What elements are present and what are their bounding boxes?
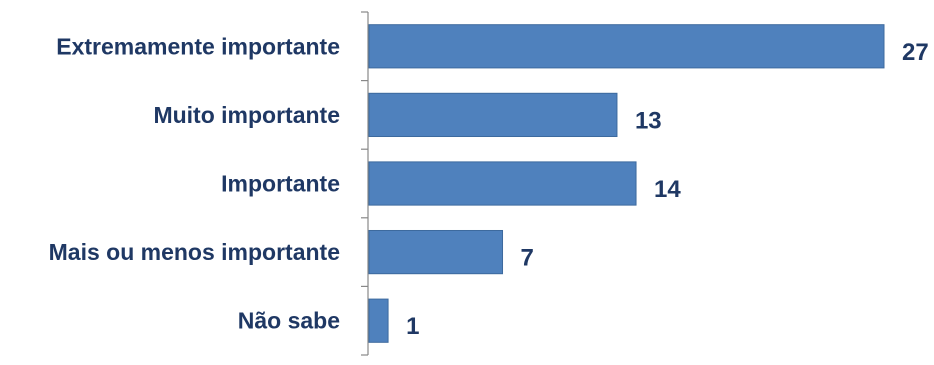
value-label-mais-ou-menos-importante: 7 xyxy=(521,245,534,272)
bar-importante xyxy=(368,161,637,206)
bar-muito-importante xyxy=(368,92,618,138)
value-label-muito-importante: 13 xyxy=(635,107,662,134)
value-label-importante: 14 xyxy=(654,176,681,203)
value-label-extremamente-importante: 27 xyxy=(902,39,929,66)
category-label-mais-ou-menos-importante: Mais ou menos importante xyxy=(49,239,340,265)
labels: Extremamente importante 27 Muito important… xyxy=(49,33,929,340)
bar-mais-ou-menos-importante xyxy=(368,229,504,275)
category-label-importante: Importante xyxy=(221,171,340,197)
value-label-nao-sabe: 1 xyxy=(406,313,419,340)
axis xyxy=(361,11,369,356)
category-label-extremamente-importante: Extremamente importante xyxy=(56,33,340,59)
bars xyxy=(368,24,885,343)
category-label-muito-importante: Muito importante xyxy=(153,102,340,128)
category-label-nao-sabe: Não sabe xyxy=(238,308,340,334)
bar-extremamente-importante xyxy=(368,24,885,69)
bar-nao-sabe xyxy=(368,298,389,343)
